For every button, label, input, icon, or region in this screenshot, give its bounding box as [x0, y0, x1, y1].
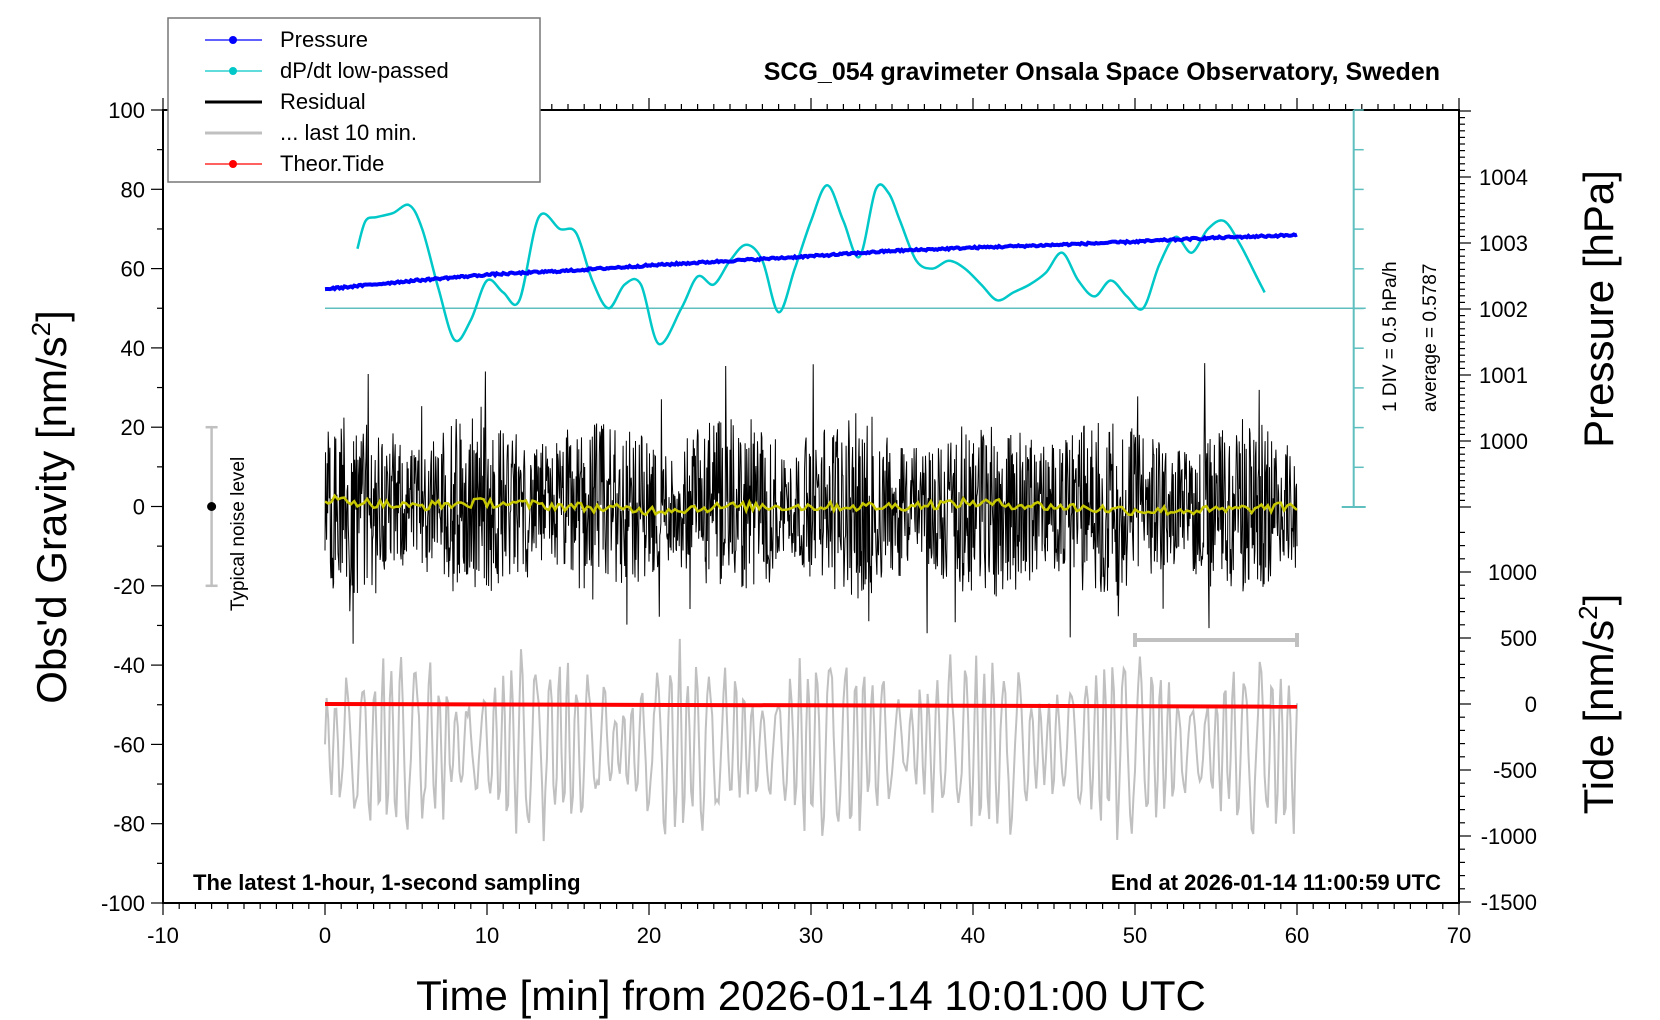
chart-title: SCG_054 gravimeter Onsala Space Observat…	[764, 58, 1440, 86]
tide-tick-label: 0	[1525, 692, 1537, 717]
tide-tick-label: -500	[1493, 758, 1537, 783]
dpdt-line	[356, 183, 1266, 346]
tide-tick-label: 500	[1500, 626, 1537, 651]
sampling-note: The latest 1-hour, 1-second sampling	[193, 870, 581, 895]
last-10-min-bar	[1133, 633, 1299, 647]
x-tick-label: 40	[961, 923, 985, 948]
y-axis-title-left-sup: 2	[26, 322, 56, 336]
y-tick-label: 40	[121, 336, 145, 361]
y-axis-title-tide-sup: 2	[1573, 605, 1603, 619]
y-axis-title-left: Obs'd Gravity [nm/s2]	[26, 310, 75, 704]
y-tick-label: 80	[121, 177, 145, 202]
legend-label: dP/dt low-passed	[280, 58, 449, 83]
y-axis-title-tide-main: Tide [nm/s	[1575, 620, 1622, 815]
y-tick-label: -60	[113, 732, 145, 757]
pressure-tick-label: 1002	[1479, 297, 1528, 322]
y-axis-title-left-main: Obs'd Gravity [nm/s	[28, 336, 75, 703]
tide-tick-label: -1000	[1481, 824, 1537, 849]
y-tick-label: 60	[121, 257, 145, 282]
legend-label: Theor.Tide	[280, 151, 384, 176]
x-tick-label: 20	[637, 923, 661, 948]
y-tick-label: -20	[113, 574, 145, 599]
legend-label: Residual	[280, 89, 366, 114]
y-axis-title-pressure: Pressure [hPa]	[1575, 170, 1622, 448]
y-axis-title-tide-close: ]	[1575, 594, 1622, 606]
x-tick-label: 30	[799, 923, 823, 948]
y-tick-label: -40	[113, 653, 145, 678]
y-axis-title-tide: Tide [nm/s2]	[1573, 594, 1622, 815]
tide-line	[324, 702, 1298, 709]
series-layer	[324, 183, 1298, 842]
y-tick-label: 20	[121, 415, 145, 440]
x-axis-title: Time [min] from 2026-01-14 10:01:00 UTC	[416, 972, 1206, 1019]
y-tick-label: 100	[108, 98, 145, 123]
dpdt-scale-label: 1 DIV = 0.5 hPa/h	[1380, 261, 1401, 412]
x-tick-label: 0	[319, 923, 331, 948]
legend: Pressure dP/dt low-passed Residual ... last…	[167, 17, 541, 183]
pressure-axis-ticks: 1000 1001 1002 1003 1004	[1459, 110, 1528, 508]
pressure-tick-label: 1001	[1479, 363, 1528, 388]
tide-tick-label: -1500	[1481, 890, 1537, 915]
x-tick-label: 70	[1447, 923, 1471, 948]
y-tick-label: -80	[113, 812, 145, 837]
dpdt-scale-bar	[325, 109, 1366, 508]
pressure-tick-label: 1000	[1479, 429, 1528, 454]
end-time-note: End at 2026-01-14 11:00:59 UTC	[1111, 870, 1441, 895]
pressure-tick-label: 1004	[1479, 165, 1528, 190]
y-axis-title-left-close: ]	[28, 310, 75, 322]
legend-marker	[229, 160, 237, 168]
pressure-tick-label: 1003	[1479, 231, 1528, 256]
noise-center-dot	[207, 502, 217, 511]
residual-line	[324, 363, 1298, 644]
x-tick-label: 50	[1123, 923, 1147, 948]
x-tick-label: 60	[1285, 923, 1309, 948]
legend-marker	[229, 36, 237, 44]
tide-axis-ticks: -1500 -1000 -500 0 500 1000	[1459, 531, 1537, 915]
pressure-line	[324, 232, 1298, 292]
residual-lowpass-line	[324, 493, 1298, 517]
y-axis-ticks: -100 -80 -60 -40 -20 0 20 40 60 80 100	[101, 98, 163, 916]
last-10-min-line	[324, 638, 1298, 842]
dpdt-average-label: average = 0.5787	[1420, 264, 1441, 412]
tide-tick-label: 1000	[1488, 560, 1537, 585]
noise-level-label: Typical noise level	[228, 457, 249, 611]
legend-box	[167, 17, 541, 183]
legend-label: Pressure	[280, 27, 368, 52]
x-tick-label: 10	[475, 923, 499, 948]
y-tick-label: 0	[133, 495, 145, 520]
noise-level-indicator	[205, 425, 218, 588]
y-tick-label: -100	[101, 891, 145, 916]
x-tick-label: -10	[147, 923, 179, 948]
legend-marker	[229, 67, 237, 75]
legend-label: ... last 10 min.	[280, 120, 417, 145]
